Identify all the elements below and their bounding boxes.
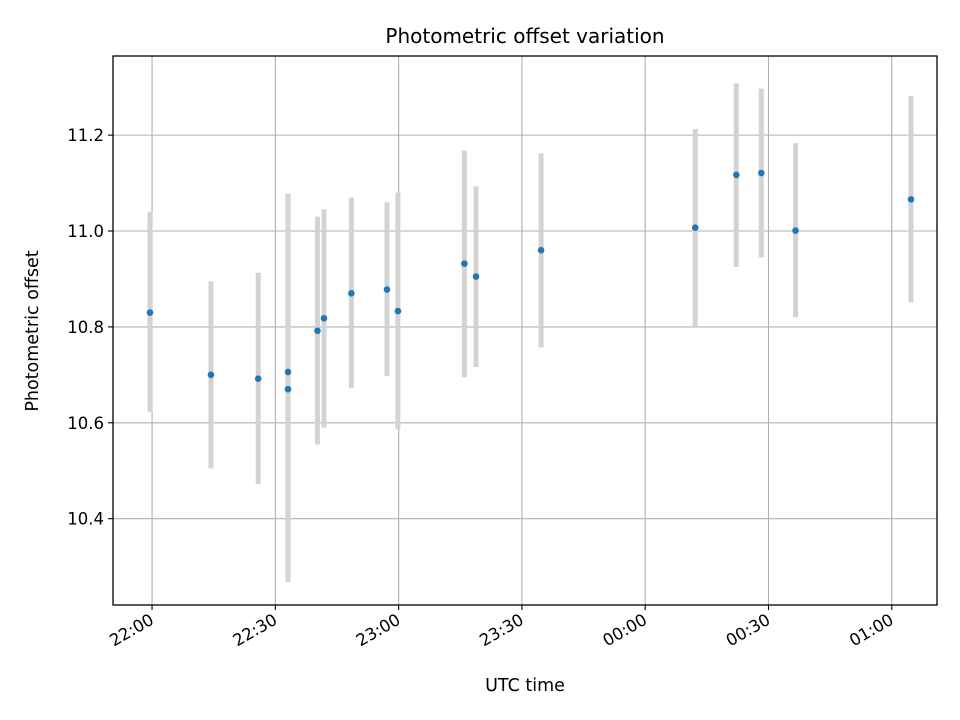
x-tick-label: 22:30 xyxy=(230,610,281,650)
data-point xyxy=(733,171,740,179)
x-axis-title: UTC time xyxy=(485,676,565,696)
y-tick-label: 10.8 xyxy=(67,318,104,337)
x-axis: 22:00 22:30 23:00 23:30 00:00 00:30 01:00 xyxy=(106,605,897,650)
data-point xyxy=(254,375,262,382)
y-axis: 10.4 10.6 10.8 11.0 11.2 xyxy=(67,126,113,529)
errorbars xyxy=(147,83,914,582)
data-point xyxy=(314,327,321,335)
data-point xyxy=(691,224,699,231)
grid xyxy=(113,56,937,605)
x-tick-label: 22:00 xyxy=(106,610,157,650)
data-point xyxy=(207,371,215,379)
y-tick-label: 11.2 xyxy=(67,126,104,145)
y-tick-label: 11.0 xyxy=(67,222,104,241)
data-point xyxy=(907,196,915,203)
data-point xyxy=(537,246,545,254)
data-point xyxy=(284,385,292,393)
y-tick-label: 10.4 xyxy=(67,510,104,529)
data-point xyxy=(394,307,402,315)
data-point xyxy=(383,286,391,293)
data-point xyxy=(758,169,765,177)
chart-title: Photometric offset variation xyxy=(385,24,664,48)
data-point xyxy=(461,260,468,267)
x-tick-label: 01:00 xyxy=(846,610,897,650)
data-point xyxy=(472,273,480,280)
plot-frame xyxy=(112,55,938,606)
y-tick-label: 10.6 xyxy=(67,414,104,433)
data-point xyxy=(284,368,292,376)
data-point xyxy=(792,227,799,234)
x-tick-label: 23:00 xyxy=(353,610,404,650)
data-points xyxy=(146,169,915,393)
x-tick-label: 23:30 xyxy=(476,610,527,650)
data-point xyxy=(146,309,154,316)
data-point xyxy=(320,314,328,322)
x-tick-label: 00:00 xyxy=(600,610,651,650)
x-tick-label: 00:30 xyxy=(723,610,774,650)
data-point xyxy=(348,290,355,297)
y-axis-title: Photometric offset xyxy=(23,250,43,411)
